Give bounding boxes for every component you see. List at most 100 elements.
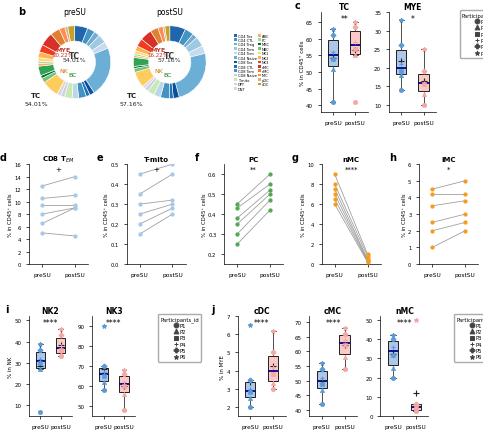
Text: TC: TC xyxy=(69,52,80,61)
Wedge shape xyxy=(142,32,159,49)
Text: ****: **** xyxy=(43,318,58,327)
Legend: P1, P2, P3, P4, P5, P6: P1, P2, P3, P4, P5, P6 xyxy=(460,11,483,59)
Text: MYE: MYE xyxy=(151,48,166,53)
Wedge shape xyxy=(137,40,154,53)
Text: 54.01%: 54.01% xyxy=(63,58,86,64)
Text: h: h xyxy=(389,153,397,163)
Legend: CD4 Tex, CD4 CTL, CD4 Treg, CD4 Tem, CD4 Tcm, CD4 Naive, CD8 Tex, CD8 CTL, CD8 T: CD4 Tex, CD4 CTL, CD4 Treg, CD4 Tem, CD4… xyxy=(234,35,270,92)
PathPatch shape xyxy=(245,382,256,396)
Text: +: + xyxy=(153,167,159,173)
Wedge shape xyxy=(41,71,56,79)
Wedge shape xyxy=(84,81,94,96)
Text: b: b xyxy=(18,7,25,17)
Text: 16.22%: 16.22% xyxy=(148,53,169,57)
PathPatch shape xyxy=(418,75,428,92)
Title: nMC: nMC xyxy=(395,307,414,316)
Text: **: ** xyxy=(250,167,257,173)
Wedge shape xyxy=(134,54,149,59)
PathPatch shape xyxy=(316,371,327,388)
Wedge shape xyxy=(61,82,69,98)
Text: TC: TC xyxy=(127,93,137,99)
Title: TC: TC xyxy=(339,4,350,12)
Title: preSU: preSU xyxy=(63,8,86,17)
Wedge shape xyxy=(38,58,54,63)
Y-axis label: % in CD45⁺ cells: % in CD45⁺ cells xyxy=(402,193,407,237)
Wedge shape xyxy=(170,27,185,44)
Wedge shape xyxy=(57,81,67,97)
Wedge shape xyxy=(158,28,166,43)
Y-axis label: % in CD45⁺ cells: % in CD45⁺ cells xyxy=(8,193,13,237)
Title: CD8 T$_{EM}$: CD8 T$_{EM}$ xyxy=(43,155,75,165)
Text: ****: **** xyxy=(326,318,341,327)
Text: *: * xyxy=(411,15,414,24)
Wedge shape xyxy=(145,78,157,92)
Wedge shape xyxy=(165,27,170,42)
Wedge shape xyxy=(170,84,173,99)
Text: 57.16%: 57.16% xyxy=(120,102,143,106)
Wedge shape xyxy=(74,27,88,43)
Wedge shape xyxy=(134,56,149,60)
Wedge shape xyxy=(43,35,61,53)
Wedge shape xyxy=(42,72,57,83)
PathPatch shape xyxy=(56,338,65,353)
Wedge shape xyxy=(148,80,160,95)
Text: ****: **** xyxy=(344,167,358,173)
Wedge shape xyxy=(154,82,164,98)
Text: BC: BC xyxy=(164,73,172,78)
Wedge shape xyxy=(163,27,167,42)
Y-axis label: % in MYE: % in MYE xyxy=(220,354,225,378)
Title: NK3: NK3 xyxy=(105,307,123,316)
Wedge shape xyxy=(133,58,149,67)
Wedge shape xyxy=(38,62,53,64)
PathPatch shape xyxy=(119,376,128,392)
Wedge shape xyxy=(175,54,206,98)
Wedge shape xyxy=(86,49,111,93)
Wedge shape xyxy=(135,69,154,87)
Wedge shape xyxy=(64,83,73,99)
Wedge shape xyxy=(135,47,151,57)
Text: *: * xyxy=(447,167,450,173)
Legend: P1, P2, P3, P4, P5, P6: P1, P2, P3, P4, P5, P6 xyxy=(158,314,201,362)
Title: cDC: cDC xyxy=(254,307,270,316)
Wedge shape xyxy=(183,35,197,49)
Wedge shape xyxy=(189,47,205,58)
Wedge shape xyxy=(51,30,66,47)
Text: 54.01%: 54.01% xyxy=(25,102,48,106)
Wedge shape xyxy=(72,84,79,99)
Wedge shape xyxy=(59,28,69,44)
Text: TC: TC xyxy=(164,52,175,61)
Wedge shape xyxy=(172,83,179,99)
Text: ****: **** xyxy=(397,318,412,327)
Title: iMC: iMC xyxy=(441,157,456,163)
Legend: P1, P2, P3, P4, P5, P6: P1, P2, P3, P4, P5, P6 xyxy=(455,314,483,362)
Wedge shape xyxy=(77,83,86,99)
Wedge shape xyxy=(86,33,99,48)
Wedge shape xyxy=(135,51,150,58)
Text: BC: BC xyxy=(68,73,77,78)
Title: NK2: NK2 xyxy=(42,307,59,316)
Text: g: g xyxy=(292,153,299,163)
Title: nMC: nMC xyxy=(342,157,360,163)
PathPatch shape xyxy=(350,32,360,55)
Wedge shape xyxy=(40,46,56,57)
Wedge shape xyxy=(160,83,170,99)
Wedge shape xyxy=(68,27,74,42)
Text: +: + xyxy=(56,167,61,173)
PathPatch shape xyxy=(411,404,421,410)
Text: ****: **** xyxy=(106,318,122,327)
Text: MYE: MYE xyxy=(55,48,71,53)
Wedge shape xyxy=(92,43,108,55)
Wedge shape xyxy=(82,29,95,46)
Text: **: ** xyxy=(340,15,348,24)
Y-axis label: % in NK: % in NK xyxy=(8,356,13,377)
Wedge shape xyxy=(44,75,64,95)
PathPatch shape xyxy=(36,353,45,368)
Y-axis label: % in CD45⁺ cells: % in CD45⁺ cells xyxy=(299,40,305,86)
Wedge shape xyxy=(185,39,202,53)
Text: j: j xyxy=(212,304,215,314)
Title: postSU: postSU xyxy=(156,8,183,17)
Text: c: c xyxy=(295,1,300,11)
PathPatch shape xyxy=(328,41,338,67)
Wedge shape xyxy=(38,53,54,60)
Wedge shape xyxy=(38,64,54,67)
